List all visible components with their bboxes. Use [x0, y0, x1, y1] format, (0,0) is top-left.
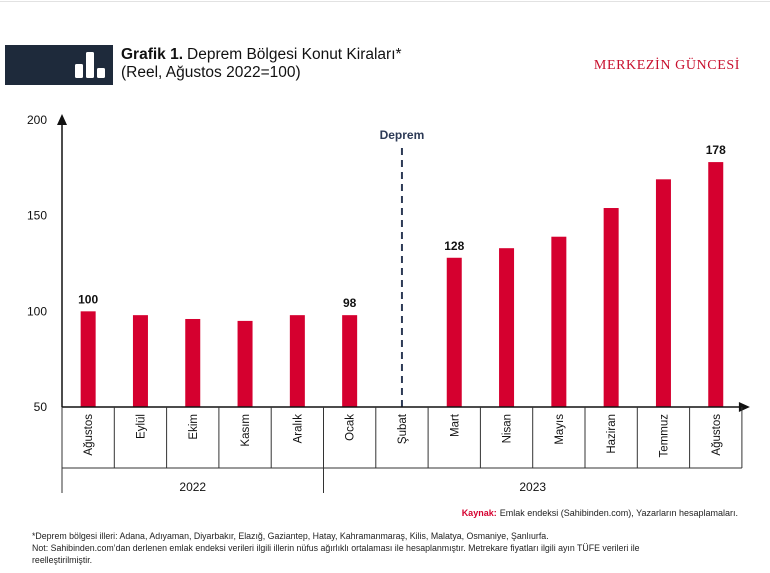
chart-title-line: Grafik 1. Deprem Bölgesi Konut Kiraları*	[121, 46, 402, 64]
bar	[551, 236, 567, 407]
y-tick-label: 200	[27, 113, 47, 127]
category-label: Şubat	[397, 413, 409, 444]
bar	[289, 315, 305, 407]
chart-title-block: Grafik 1. Deprem Bölgesi Konut Kiraları* …	[121, 46, 402, 82]
source-note: Kaynak: Emlak endeksi (Sahibinden.com), Y…	[462, 507, 738, 519]
category-label: Eylül	[135, 414, 147, 439]
year-label: 2022	[179, 480, 206, 494]
category-label: Temmuz	[658, 414, 670, 458]
bar	[708, 162, 724, 407]
icon-bar-tall	[86, 52, 94, 78]
footnote-method-cont: reelleştirilmiştir.	[32, 555, 93, 565]
category-label: Ağustos	[83, 414, 95, 456]
source-label: Kaynak:	[461, 508, 497, 518]
bar-chart: 100 98 128 178 Deprem 50 100 150 200 Ağustos Eylül…	[27, 113, 750, 494]
bar	[237, 320, 253, 407]
category-label: Kasım	[240, 414, 252, 447]
chart-subtitle: (Reel, Ağustos 2022=100)	[121, 64, 301, 81]
source-text: Emlak endeksi (Sahibinden.com), Yazarlar…	[499, 508, 738, 518]
category-label: Ağustos	[711, 414, 723, 456]
y-tick-label: 100	[27, 304, 47, 318]
footnote-provinces: *Deprem bölgesi illeri: Adana, Adıyaman,…	[32, 531, 549, 541]
bar	[446, 257, 462, 407]
brand-logo-text: MERKEZİN GÜNCESİ	[593, 58, 740, 73]
category-label: Mayıs	[554, 414, 566, 445]
data-label: 178	[706, 143, 726, 157]
bar	[185, 318, 201, 407]
data-label: 100	[78, 292, 98, 306]
category-label: Nisan	[502, 414, 514, 443]
y-tick-label: 50	[34, 400, 48, 414]
data-label: 98	[343, 296, 357, 310]
chart-number: Grafik 1.	[121, 46, 184, 63]
bar	[499, 248, 515, 407]
icon-bar-small	[97, 68, 105, 78]
bar	[80, 311, 96, 407]
bar	[655, 179, 671, 407]
category-label: Mart	[449, 413, 461, 437]
header-bar	[5, 45, 113, 85]
event-label: Deprem	[380, 128, 425, 142]
icon-bar-short	[75, 64, 83, 78]
year-label: 2023	[519, 480, 546, 494]
y-axis-arrow	[57, 114, 67, 125]
bar	[342, 315, 358, 407]
category-label: Haziran	[606, 414, 618, 454]
footnote-method: Not: Sahibinden.com’dan derlenen emlak e…	[32, 543, 640, 553]
y-tick-label: 150	[27, 209, 47, 223]
x-axis-arrow	[738, 402, 750, 412]
bar	[603, 208, 619, 407]
data-label: 128	[444, 239, 464, 253]
category-label: Ekim	[188, 414, 200, 440]
footnotes: *Deprem bölgesi illeri: Adana, Adıyaman,…	[32, 530, 640, 566]
category-label: Ocak	[345, 414, 357, 441]
top-rule	[0, 1, 770, 2]
chart-title: Deprem Bölgesi Konut Kiraları*	[187, 46, 402, 63]
category-label: Aralık	[292, 414, 304, 444]
bar-chart-icon	[75, 52, 105, 78]
bar	[132, 315, 148, 407]
